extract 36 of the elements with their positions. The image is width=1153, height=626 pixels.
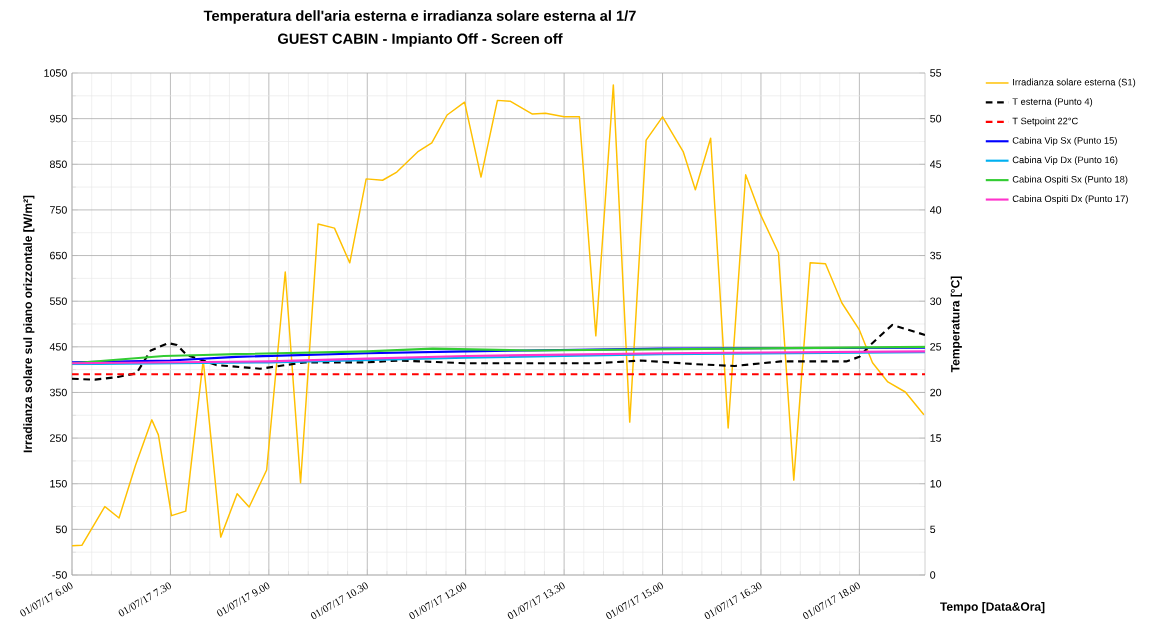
y-tick-label: 450 xyxy=(49,343,67,351)
y-tick-label: 550 xyxy=(49,297,67,305)
y2-tick-label: 10 xyxy=(930,479,942,488)
y2-tick-label: 15 xyxy=(930,434,942,442)
legend-label: Cabina Ospiti Dx (Punto 17) xyxy=(1012,195,1128,204)
y-tick-label: 150 xyxy=(50,479,67,488)
chart-title: Temperatura dell'aria esterna e irradianza solare esterna al 1/7 xyxy=(203,10,636,24)
y-tick-label: -50 xyxy=(52,571,67,579)
y2-tick-label: 20 xyxy=(930,388,942,397)
y2-tick-label: 50 xyxy=(930,114,942,123)
y2-tick-label: 55 xyxy=(930,69,942,77)
x-axis-title: Tempo [Data&Ora] xyxy=(940,602,1045,614)
legend-label: Cabina Vip Sx (Punto 15) xyxy=(1012,136,1117,146)
legend-label: Cabina Ospiti Sx (Punto 18) xyxy=(1012,175,1128,185)
y2-tick-label: 35 xyxy=(930,251,942,260)
y2-tick-label: 25 xyxy=(930,343,942,351)
y-tick-label: 50 xyxy=(55,525,67,534)
legend-label: T Setpoint 22°C xyxy=(1012,117,1078,127)
y2-tick-label: 40 xyxy=(929,206,942,214)
y-tick-label: 250 xyxy=(50,434,67,442)
y-tick-label: 850 xyxy=(49,160,67,169)
y-tick-label: 350 xyxy=(49,388,67,397)
y-tick-label: 650 xyxy=(50,251,67,260)
chart-subtitle: GUEST CABIN - Impianto Off - Screen off xyxy=(278,33,563,47)
legend-label: T esterna (Punto 4) xyxy=(1012,98,1093,107)
y2-axis-title: Temperatura [°C] xyxy=(950,276,962,373)
y-tick-label: 1050 xyxy=(44,69,67,77)
y-tick-label: 750 xyxy=(50,206,67,214)
y-tick-label: 950 xyxy=(50,114,67,123)
legend-label: Irradianza solare esterna (S1) xyxy=(1013,78,1136,88)
y2-tick-label: 5 xyxy=(930,525,936,534)
y2-tick-label: 30 xyxy=(930,297,942,305)
y-axis-title: Irradianza solare sul piano orizzontale [W/m²] xyxy=(23,195,35,453)
legend-label: Cabina Vip Dx (Punto 16) xyxy=(1012,156,1118,166)
y2-tick-label: 0 xyxy=(930,571,936,579)
y2-tick-label: 45 xyxy=(929,160,942,168)
